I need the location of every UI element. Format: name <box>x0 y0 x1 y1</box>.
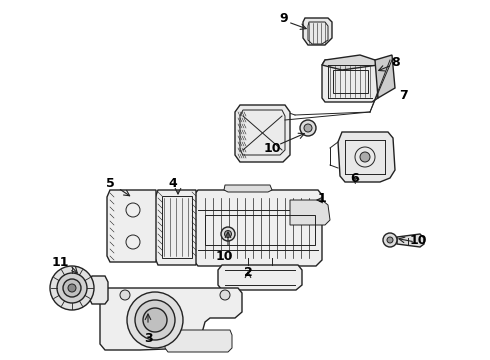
Circle shape <box>220 290 230 300</box>
Text: 11: 11 <box>51 256 69 269</box>
Polygon shape <box>338 132 395 182</box>
Text: 3: 3 <box>144 332 152 345</box>
Circle shape <box>387 237 393 243</box>
Text: 8: 8 <box>392 55 400 68</box>
Circle shape <box>224 230 231 238</box>
Circle shape <box>143 308 167 332</box>
Text: 9: 9 <box>280 12 288 24</box>
Polygon shape <box>100 288 242 350</box>
Circle shape <box>127 292 183 348</box>
Text: 10: 10 <box>263 141 281 154</box>
Polygon shape <box>375 55 395 98</box>
Polygon shape <box>235 105 290 162</box>
Text: 2: 2 <box>244 266 252 279</box>
Polygon shape <box>290 200 330 225</box>
Polygon shape <box>90 276 108 304</box>
Polygon shape <box>224 266 272 275</box>
Polygon shape <box>303 18 332 45</box>
Polygon shape <box>322 55 378 70</box>
Text: 1: 1 <box>318 192 326 204</box>
Polygon shape <box>107 190 156 262</box>
Polygon shape <box>165 330 232 352</box>
Circle shape <box>300 120 316 136</box>
Circle shape <box>57 273 87 303</box>
Polygon shape <box>218 265 302 290</box>
Text: 10: 10 <box>409 234 427 247</box>
Circle shape <box>304 124 312 132</box>
Text: 6: 6 <box>351 171 359 185</box>
Polygon shape <box>397 234 424 247</box>
Polygon shape <box>322 60 378 102</box>
Polygon shape <box>155 190 196 265</box>
Circle shape <box>63 279 81 297</box>
Circle shape <box>221 227 235 241</box>
Circle shape <box>50 266 94 310</box>
Circle shape <box>120 290 130 300</box>
Polygon shape <box>193 190 322 266</box>
Text: 7: 7 <box>399 89 407 102</box>
Circle shape <box>383 233 397 247</box>
Circle shape <box>360 152 370 162</box>
Text: 5: 5 <box>106 176 114 189</box>
Text: 4: 4 <box>169 176 177 189</box>
Polygon shape <box>224 185 272 192</box>
Text: 10: 10 <box>215 249 233 262</box>
Circle shape <box>68 284 76 292</box>
Circle shape <box>135 300 175 340</box>
